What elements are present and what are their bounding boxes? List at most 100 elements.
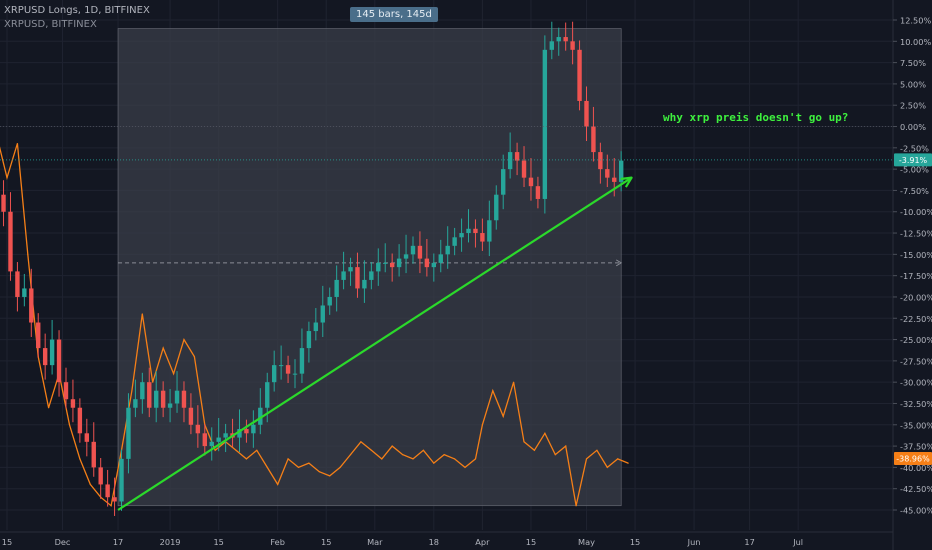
candle-body [445, 245, 450, 255]
x-tick-label: 15 [321, 537, 331, 547]
candle-body [209, 441, 214, 447]
candle-body [119, 458, 124, 502]
trendline-arrowhead [620, 176, 633, 188]
overlay-point [443, 454, 445, 456]
candle-body [459, 233, 464, 238]
overlay-point [433, 462, 435, 464]
overlay-point [585, 458, 588, 460]
overlay-point [6, 177, 8, 179]
candle-body [285, 365, 291, 374]
overlay-point [256, 449, 258, 451]
overlay-point [596, 449, 598, 451]
candle-body [431, 262, 437, 268]
candle-body [195, 424, 201, 434]
x-tick-label: 2019 [160, 537, 181, 547]
overlay-point [422, 449, 424, 451]
y-tick-label: -37.50% [900, 442, 932, 452]
candle-body [438, 254, 443, 263]
candle-body [160, 390, 166, 408]
y-tick-label: 10.00% [900, 37, 931, 47]
overlay-point [193, 356, 195, 358]
candle-body [188, 407, 194, 425]
symbol-title[interactable]: XRPUSD Longs, 1D, BITFINEX [4, 5, 150, 16]
overlay-point [391, 445, 393, 447]
candle-body [36, 322, 41, 349]
candle-body [466, 228, 471, 234]
candle-body [133, 399, 138, 408]
x-tick-label: 15 [526, 537, 536, 547]
candle-body [15, 271, 20, 297]
measure-label: 145 bars, 145d [350, 7, 438, 22]
y-tick-label: -42.50% [900, 484, 932, 494]
y-tick-label: 5.00% [900, 79, 926, 89]
reference-lines [0, 126, 893, 161]
y-tick-label: -7.50% [900, 186, 929, 196]
overlay-point [627, 462, 629, 464]
candle-body [473, 228, 478, 234]
x-axis[interactable]: 15 Dec 17 2019 15 Feb 15 Mar 18 Apr 15 May 15 Jun 17 Ju… [0, 531, 893, 547]
overlay-point [162, 347, 164, 349]
candle-body [487, 220, 492, 242]
overlay-point [16, 142, 19, 145]
symbol-subtitle[interactable]: XRPUSD, BITFINEX [4, 19, 97, 30]
candle-body [389, 262, 395, 268]
measure-arrowhead [615, 259, 623, 267]
candle-body [396, 258, 402, 268]
x-tick-label: 17 [744, 537, 754, 547]
candle-body [56, 339, 62, 383]
y-tick-label: -17.50% [900, 271, 932, 281]
overlay-point [381, 458, 383, 460]
candle-body [452, 237, 457, 246]
overlay-point [183, 338, 185, 341]
candle-body [320, 305, 325, 323]
y-tick-label: -2.50% [900, 143, 929, 153]
candle-body [8, 211, 13, 272]
overlay-point [575, 505, 577, 507]
overlay-point [492, 390, 494, 392]
y-tick-label: -12.50% [900, 229, 932, 239]
candle-body [174, 390, 180, 404]
overlay-point [617, 458, 619, 460]
candle-body [577, 49, 582, 101]
candle-body [70, 399, 76, 408]
candle-body [22, 288, 27, 297]
candle-body [355, 267, 360, 289]
overlay-point [523, 441, 525, 443]
overlay-point [464, 466, 466, 468]
candle-body [348, 267, 353, 272]
y-axis[interactable]: 12.50% 10.00% 7.50% 5.00% 2.50% 0.00% -2.50% -5… [892, 0, 932, 550]
x-tick-label: 15 [2, 537, 12, 547]
measure-range-layer [117, 28, 623, 507]
chart-header: XRPUSD Longs, 1D, BITFINEX XRPUSD, BITFI… [4, 4, 150, 32]
candlestick-layer [1, 21, 624, 516]
candle-body [570, 41, 575, 50]
overlay-point [401, 454, 404, 456]
overlay-point [68, 424, 71, 426]
overlay-point [360, 441, 362, 443]
y-tick-label: -35.00% [900, 420, 932, 430]
overlay-point [606, 466, 608, 468]
y-tick-label: -22.50% [900, 314, 932, 324]
candle-body [140, 382, 145, 400]
candle-body [563, 37, 568, 42]
candle-body [494, 194, 499, 221]
chart-annotation[interactable]: why xrp preis doesn't go up? [663, 111, 849, 124]
candle-body [605, 169, 610, 178]
overlay-point [349, 454, 352, 456]
candle-body [542, 49, 548, 199]
overlay-point [481, 424, 483, 426]
candle-body [91, 441, 96, 468]
candle-body [244, 429, 249, 434]
candle-body [98, 467, 103, 485]
overlay-point [565, 445, 567, 447]
candle-body [42, 348, 48, 366]
overlay-badge-bg [894, 452, 932, 466]
price-badge-text: -3.91% [899, 156, 928, 165]
x-tick-label: 18 [429, 537, 439, 547]
overlay-point [544, 432, 546, 434]
candle-body [501, 169, 506, 195]
candle-body [584, 100, 589, 127]
candle-body [154, 390, 159, 408]
candle-body [514, 152, 520, 161]
